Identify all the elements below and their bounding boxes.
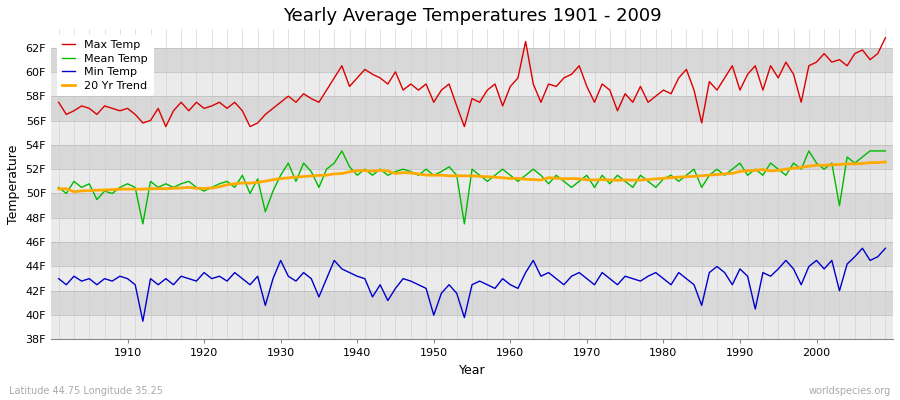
Max Temp — [160, 124, 171, 129]
Mean Temp — [291, 179, 302, 184]
Mean Temp — [114, 185, 125, 190]
Line: 20 Yr Trend: 20 Yr Trend — [58, 162, 886, 192]
Text: worldspecies.org: worldspecies.org — [809, 386, 891, 396]
20 Yr Trend — [605, 178, 616, 182]
Max Temp — [880, 35, 891, 40]
Bar — [51, 169, 893, 194]
Bar — [51, 266, 893, 291]
Min Temp — [513, 286, 524, 291]
Line: Max Temp: Max Temp — [58, 38, 886, 126]
Bar — [51, 218, 893, 242]
Min Temp — [53, 276, 64, 281]
Line: Min Temp: Min Temp — [58, 248, 886, 321]
Mean Temp — [337, 148, 347, 153]
Mean Temp — [138, 222, 148, 226]
Bar — [51, 291, 893, 315]
20 Yr Trend — [880, 160, 891, 164]
20 Yr Trend — [291, 174, 302, 179]
Bar — [51, 48, 893, 72]
Mean Temp — [880, 148, 891, 153]
20 Yr Trend — [505, 176, 516, 181]
Min Temp — [291, 279, 302, 284]
Max Temp — [291, 100, 302, 105]
20 Yr Trend — [513, 176, 524, 181]
Min Temp — [505, 282, 516, 287]
Min Temp — [605, 276, 616, 281]
Title: Yearly Average Temperatures 1901 - 2009: Yearly Average Temperatures 1901 - 2009 — [283, 7, 662, 25]
Max Temp — [53, 100, 64, 105]
Bar — [51, 145, 893, 169]
Bar — [51, 96, 893, 120]
Bar — [51, 120, 893, 145]
Bar — [51, 194, 893, 218]
20 Yr Trend — [122, 187, 133, 192]
Min Temp — [880, 246, 891, 251]
Mean Temp — [513, 179, 524, 184]
Max Temp — [505, 84, 516, 89]
Bar — [51, 242, 893, 266]
20 Yr Trend — [53, 186, 64, 191]
X-axis label: Year: Year — [459, 364, 485, 377]
Mean Temp — [344, 164, 355, 169]
Legend: Max Temp, Mean Temp, Min Temp, 20 Yr Trend: Max Temp, Mean Temp, Min Temp, 20 Yr Tre… — [57, 35, 154, 96]
Max Temp — [337, 63, 347, 68]
Min Temp — [114, 274, 125, 279]
Bar — [51, 72, 893, 96]
Mean Temp — [53, 185, 64, 190]
Max Temp — [605, 88, 616, 92]
Y-axis label: Temperature: Temperature — [7, 145, 20, 224]
Mean Temp — [612, 173, 623, 178]
Mean Temp — [520, 173, 531, 178]
Line: Mean Temp: Mean Temp — [58, 151, 886, 224]
20 Yr Trend — [68, 189, 79, 194]
Min Temp — [138, 319, 148, 324]
Min Temp — [337, 266, 347, 271]
20 Yr Trend — [337, 171, 347, 176]
Bar — [51, 315, 893, 340]
Text: Latitude 44.75 Longitude 35.25: Latitude 44.75 Longitude 35.25 — [9, 386, 163, 396]
Max Temp — [114, 108, 125, 113]
Max Temp — [513, 76, 524, 80]
Min Temp — [857, 246, 868, 251]
